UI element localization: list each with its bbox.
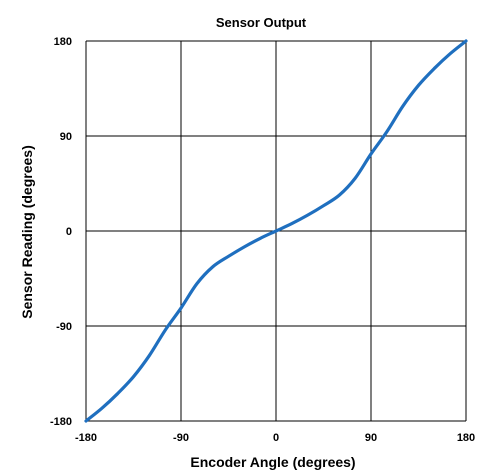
grid-lines xyxy=(85,40,467,422)
x-tick-label: -90 xyxy=(173,432,189,444)
y-tick-label: -90 xyxy=(56,321,72,333)
x-tick-label: 180 xyxy=(457,432,475,444)
series-layer xyxy=(84,39,468,423)
y-tick-label: 90 xyxy=(60,131,72,143)
y-tick-label: -180 xyxy=(50,416,72,428)
y-tick-label: 180 xyxy=(54,36,72,48)
series-line xyxy=(84,39,468,423)
y-axis-label: Sensor Reading (degrees) xyxy=(19,145,35,319)
x-tick-label: -180 xyxy=(75,432,97,444)
x-tick-label: 0 xyxy=(273,432,279,444)
tick-labels: -180 -90 0 90 180 -180 -90 0 90 180 xyxy=(50,36,475,444)
y-tick-label: 0 xyxy=(66,226,72,238)
x-axis-label: Encoder Angle (degrees) xyxy=(190,454,355,470)
chart-title: Sensor Output xyxy=(216,15,307,30)
x-tick-label: 90 xyxy=(365,432,377,444)
